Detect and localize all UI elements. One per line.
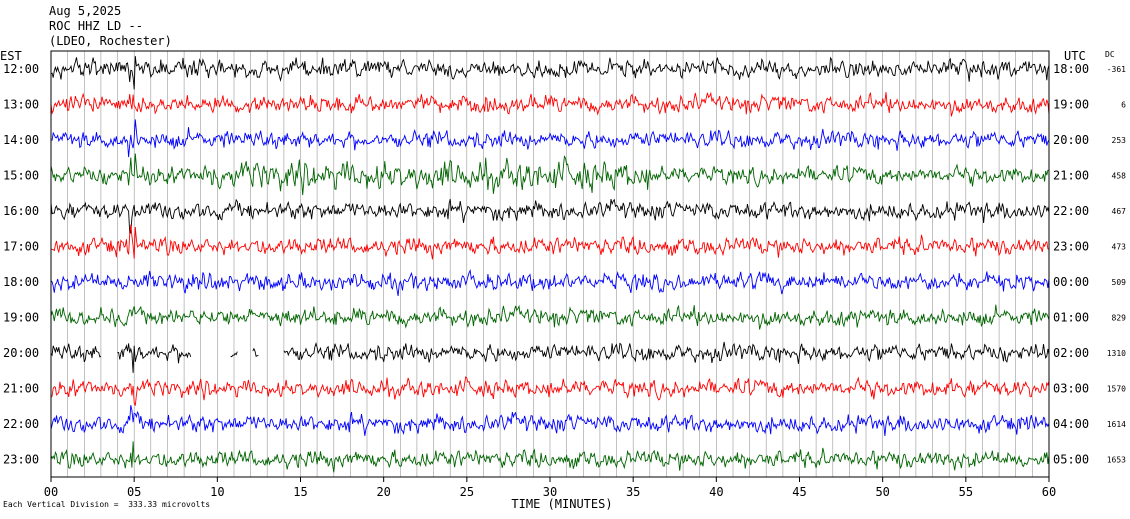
x-tick-label: 15 [293,485,307,499]
dc-offset-label: 1614 [1107,420,1126,429]
est-hour-label: 17:00 [3,240,39,254]
dc-offset-label: 467 [1112,207,1127,216]
dc-header-label: DC [1105,50,1115,59]
dc-offset-label: -361 [1107,65,1126,74]
x-tick-label: 55 [959,485,973,499]
x-tick-label: 25 [460,485,474,499]
x-tick-label: 05 [127,485,141,499]
trace-black [50,56,1050,90]
x-tick-label: 35 [626,485,640,499]
axis-labels: EST UTC DC TIME (MINUTES) 00 05 10 15 20 25 30… [0,49,1126,511]
est-hour-label: 19:00 [3,311,39,325]
trace-green [50,441,1050,473]
utc-hour-label: 21:00 [1053,169,1089,183]
est-hour-label: 12:00 [3,62,39,76]
date-label: Aug 5,2025 [49,4,122,18]
utc-hour-label: 03:00 [1053,382,1089,396]
est-hour-label: 21:00 [3,382,39,396]
trace-blue [50,405,1050,437]
utc-hour-label: 04:00 [1053,417,1089,431]
utc-hour-label: 20:00 [1053,133,1089,147]
trace-red [50,376,1050,406]
est-hour-label: 18:00 [3,275,39,289]
est-hour-label: 14:00 [3,133,39,147]
utc-hour-label: 00:00 [1053,275,1089,289]
est-hour-label: 20:00 [3,346,39,360]
dc-offset-label: 829 [1112,314,1127,323]
utc-hour-label: 18:00 [1053,62,1089,76]
x-axis-title: TIME (MINUTES) [511,497,612,511]
dc-offset-label: 509 [1112,278,1127,287]
x-tick-label: 60 [1042,485,1056,499]
trace-red [50,91,1050,117]
dc-offset-label: 458 [1112,172,1127,181]
trace-blue [50,268,1050,296]
x-tick-label: 50 [875,485,889,499]
est-hour-label: 23:00 [3,453,39,467]
dc-offset-label: 1570 [1107,385,1126,394]
x-tick-label: 10 [210,485,224,499]
x-tick-label: 45 [792,485,806,499]
est-hour-label: 15:00 [3,169,39,183]
right-zone-label: UTC [1064,49,1086,63]
dc-offset-label: 253 [1112,136,1127,145]
utc-hour-label: 22:00 [1053,204,1089,218]
x-tick-label: 30 [543,485,557,499]
trace-red [50,224,1050,260]
x-tick-label: 20 [376,485,390,499]
est-hour-label: 13:00 [3,98,39,112]
station-label: ROC HHZ LD -- [49,19,143,33]
trace-green [50,304,1050,330]
network-label: (LDEO, Rochester) [49,34,172,48]
dc-offset-label: 6 [1121,101,1126,110]
utc-hour-label: 23:00 [1053,240,1089,254]
trace-blue [50,119,1050,158]
left-zone-label: EST [0,49,22,63]
dc-offset-label: 473 [1112,243,1127,252]
minute-grid [67,51,1033,477]
trace-black [50,341,1050,373]
x-tick-label: 00 [44,485,58,499]
utc-hour-label: 19:00 [1053,98,1089,112]
trace-black [50,198,1050,234]
dc-offset-label: 1310 [1107,349,1126,358]
scale-note: Each Vertical Division = 333.33 microvol… [3,500,211,509]
utc-hour-label: 01:00 [1053,311,1089,325]
seismic-traces [50,56,1050,473]
utc-hour-label: 02:00 [1053,346,1089,360]
trace-green [50,153,1050,196]
x-tick-label: 40 [709,485,723,499]
dc-offset-label: 1653 [1107,456,1126,465]
utc-hour-label: 05:00 [1053,453,1089,467]
est-hour-label: 16:00 [3,204,39,218]
est-hour-label: 22:00 [3,417,39,431]
